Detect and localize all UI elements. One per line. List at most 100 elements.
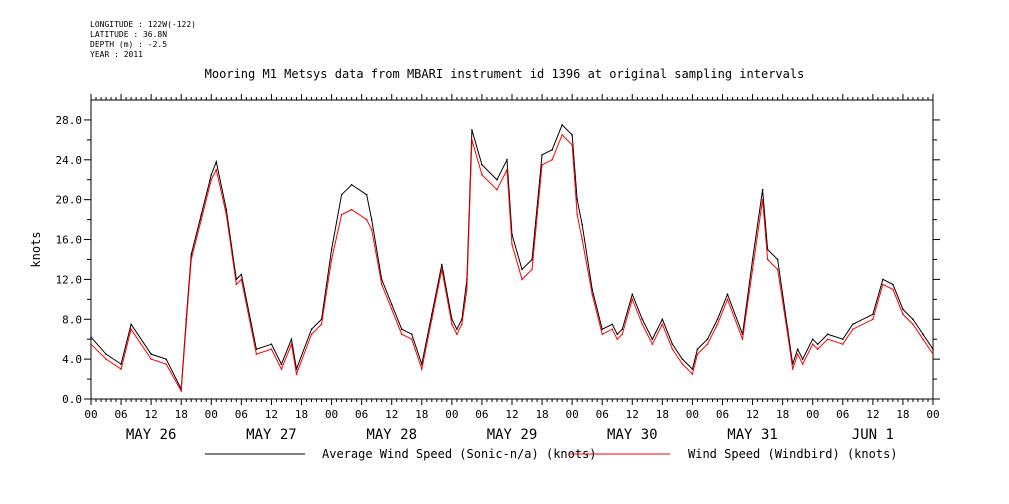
series-1-point	[902, 308, 904, 311]
x-hour-label: 00	[325, 408, 338, 421]
series-2-point	[776, 268, 779, 271]
x-hour-label: 06	[596, 408, 609, 421]
series-2-point	[912, 323, 914, 326]
x-day-label: JUN 1	[852, 427, 894, 443]
series-2-point	[280, 368, 283, 370]
series-2-point	[330, 258, 333, 261]
series-1-point	[671, 343, 674, 345]
series-1-point	[120, 363, 122, 365]
series-2-point	[150, 358, 152, 360]
series-1-point	[200, 213, 203, 216]
latitude-label: LATITUDE : 36.8N	[90, 30, 168, 39]
year-label: YEAR : 2011	[90, 50, 143, 59]
series-1-point	[410, 333, 413, 336]
series-2-point	[671, 348, 674, 350]
series-2-point	[616, 338, 619, 341]
series-2-point	[661, 323, 664, 326]
series-1-point	[431, 313, 433, 316]
series-2-point	[791, 368, 794, 370]
x-day-label: MAY 28	[366, 427, 417, 443]
x-hour-label: 00	[84, 408, 97, 421]
series-2-point	[766, 258, 769, 261]
series-1-point	[90, 336, 92, 339]
depth-label: DEPTH (m) : -2.5	[90, 40, 168, 49]
series-2-point	[882, 283, 884, 286]
series-2-point	[120, 368, 122, 370]
x-hour-label: 18	[776, 408, 789, 421]
series-1-point	[531, 258, 533, 261]
series-2-point	[576, 213, 578, 216]
x-hour-label: 18	[656, 408, 669, 421]
x-hour-label: 12	[385, 408, 398, 421]
series-2-point	[631, 298, 634, 301]
series-2-point	[295, 373, 298, 375]
x-hour-label: 06	[114, 408, 127, 421]
series-2-point	[561, 134, 563, 136]
series-1-point	[350, 183, 353, 186]
series-1-point	[496, 178, 498, 181]
series-1-point	[892, 283, 894, 286]
series-1-point	[706, 338, 709, 341]
series-1-point	[611, 323, 614, 326]
x-hour-label: 18	[295, 408, 308, 421]
series-1-point	[400, 328, 403, 331]
series-2-point	[922, 338, 924, 341]
series-2-point	[456, 333, 458, 336]
series-2-point	[270, 348, 273, 350]
series-1-point	[872, 313, 874, 316]
series-1-point	[796, 348, 799, 350]
series-2-point	[471, 139, 473, 141]
series-1-point	[841, 338, 844, 341]
series-2-point	[350, 208, 353, 211]
y-tick-label: 0.0	[62, 393, 82, 406]
series-2-point	[641, 323, 644, 326]
series-1-point	[165, 358, 167, 360]
series-1-point	[240, 273, 243, 276]
series-line-1	[90, 124, 934, 391]
series-2-point	[621, 333, 624, 336]
series-2-point	[441, 268, 443, 271]
y-tick-label: 12.0	[56, 273, 83, 286]
series-1-point	[190, 253, 193, 256]
x-hour-label: 12	[866, 408, 879, 421]
series-2-point	[210, 178, 213, 181]
series-2-point	[431, 318, 433, 321]
series-2-point	[310, 333, 313, 336]
x-hour-label: 06	[355, 408, 368, 421]
series-2-point	[370, 228, 373, 231]
series-2-point	[130, 328, 132, 331]
series-1-point	[716, 318, 719, 321]
x-hour-label: 12	[145, 408, 158, 421]
series-1-point	[541, 154, 543, 156]
series-2-point	[852, 328, 854, 331]
legend-label-average: Average Wind Speed (Sonic-n/a) (knots)	[322, 447, 597, 461]
series-2-point	[255, 353, 258, 355]
series-2-point	[105, 358, 107, 360]
series-2-point	[340, 213, 343, 216]
series-1-point	[882, 278, 884, 281]
series-1-point	[681, 358, 684, 360]
series-1-point	[571, 134, 573, 136]
series-2-point	[185, 323, 188, 326]
x-hour-label: 00	[566, 408, 579, 421]
series-2-point	[200, 218, 203, 221]
series-1-point	[726, 293, 729, 296]
series-1-point	[631, 293, 634, 296]
x-hour-label: 18	[415, 408, 428, 421]
x-hour-label: 06	[475, 408, 488, 421]
series-2-point	[841, 343, 844, 345]
x-day-label: MAY 26	[126, 427, 177, 443]
location-metadata: LONGITUDE : 122W(-122) LATITUDE : 36.8N …	[90, 20, 196, 60]
series-1-point	[852, 323, 854, 326]
y-tick-label: 16.0	[56, 234, 83, 247]
series-2-point	[892, 288, 894, 291]
x-day-label: MAY 31	[727, 427, 778, 443]
x-hour-label: 18	[535, 408, 548, 421]
series-1-point	[912, 318, 914, 321]
series-1-point	[691, 368, 694, 370]
series-2-point	[902, 313, 904, 316]
series-2-point	[651, 343, 654, 345]
series-1-point	[551, 149, 553, 151]
x-hour-label: 00	[806, 408, 819, 421]
